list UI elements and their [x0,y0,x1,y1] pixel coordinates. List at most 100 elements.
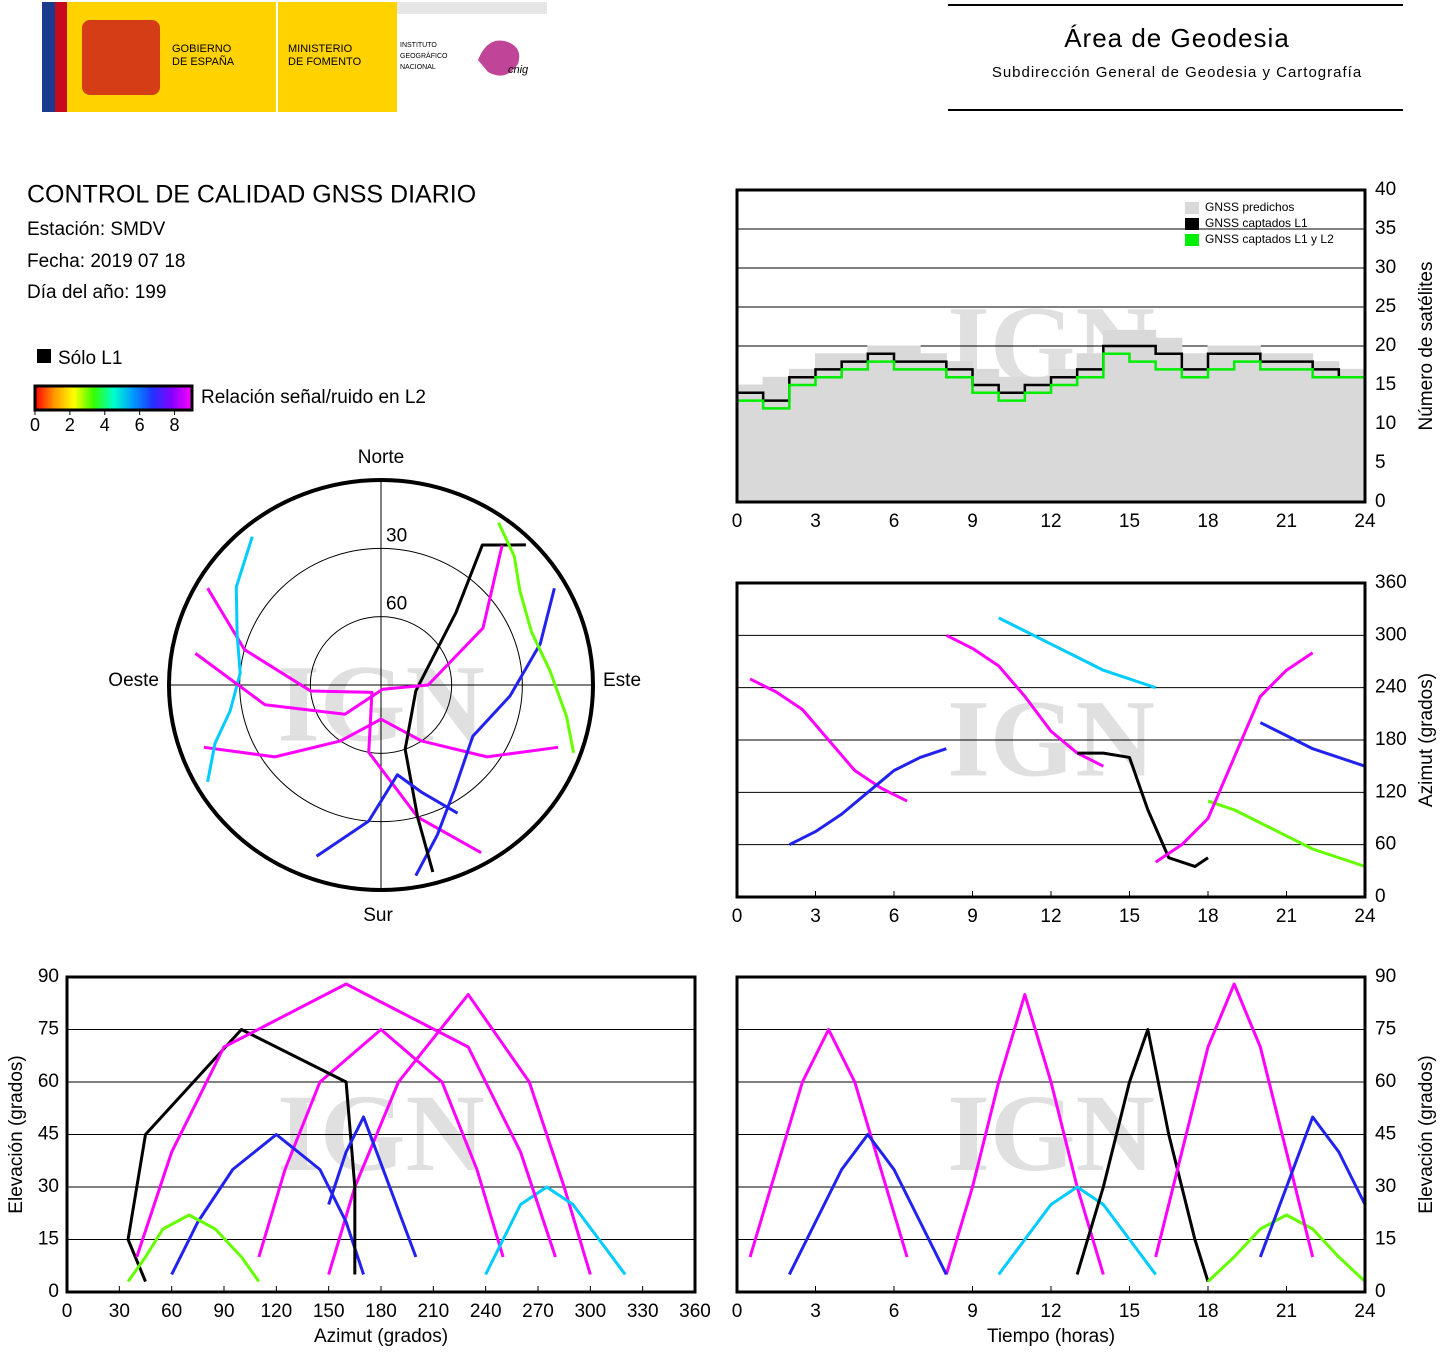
snr-label: Relación señal/ruido en L2 [201,387,426,408]
x-tick-label: 120 [260,1301,292,1322]
l1-only-label: Sólo L1 [58,348,122,369]
y-tick-label: 180 [1375,729,1407,750]
x-tick-label: 3 [810,906,821,927]
y-tick-label: 75 [38,1019,59,1040]
compass-label: Norte [358,447,404,468]
snr-tick-label: 6 [135,415,145,435]
y-tick-label: 15 [1375,1229,1396,1250]
x-tick-label: 18 [1197,1301,1218,1322]
y-tick-label: 20 [1375,335,1396,356]
x-tick-label: 0 [732,906,743,927]
coat-of-arms [82,20,160,95]
x-tick-label: 21 [1276,511,1297,532]
watermark: IGN [277,1072,485,1194]
report-info: CONTROL DE CALIDAD GNSS DIARIO Estación:… [27,181,476,412]
satellite-track [788,747,947,847]
skyplot-track [414,587,556,877]
y-axis-title: Elevación (grados) [6,1055,27,1213]
y-tick-label: 45 [1375,1124,1396,1145]
logo-block: GOBIERNO DE ESPAÑA MINISTERIO DE FOMENTO… [42,2,547,112]
y-tick-label: 60 [1375,834,1396,855]
x-tick-label: 18 [1197,511,1218,532]
y-tick-label: 0 [1375,491,1386,512]
y-tick-label: 10 [1375,413,1396,434]
x-tick-label: 9 [967,906,978,927]
chart: IGN 0 60 120 180 240 300 360 0 3 6 9 12 15 18 21 24 Azimu… [732,572,1437,927]
y-tick-label: 0 [1375,886,1386,907]
x-tick-label: 6 [889,1301,900,1322]
day-of-year: Día del año: 199 [27,282,166,303]
satellite-track [1258,1115,1367,1258]
x-tick-label: 240 [470,1301,502,1322]
x-tick-label: 0 [732,511,743,532]
x-tick-label: 3 [810,1301,821,1322]
legend-swatch [1185,234,1199,246]
x-tick-label: 330 [627,1301,659,1322]
skyplot-track [206,536,254,783]
skyplot-track [497,522,576,754]
y-tick-label: 0 [48,1281,59,1302]
chart: IGN 0 15 30 45 60 75 90 0 30 60 90 120 150 180 210 240 27… [6,966,711,1347]
y-tick-label: 90 [38,966,59,987]
satellite-track [135,982,557,1258]
satellite-track [126,1028,357,1283]
skyplot-track [194,545,504,716]
y-tick-label: 0 [1375,1281,1386,1302]
x-tick-label: 24 [1354,906,1376,927]
instituto-line: NACIONAL [400,64,436,71]
l1-only-swatch [37,349,51,363]
x-tick-label: 15 [1119,511,1140,532]
watermark: IGN [947,677,1155,799]
x-tick-label: 12 [1040,906,1061,927]
y-tick-label: 25 [1375,296,1396,317]
y-tick-label: 60 [1375,1071,1396,1092]
logo-flag-red [55,2,67,112]
x-tick-label: 9 [967,1301,978,1322]
satellite-track [787,1133,948,1276]
ign-bar [397,2,547,14]
y-tick-label: 30 [1375,257,1396,278]
satellite-track [749,677,908,803]
x-tick-label: 15 [1119,906,1140,927]
x-tick-label: 21 [1276,906,1297,927]
y-axis-title: Elevación (grados) [1416,1055,1437,1213]
snr-tick-label: 2 [65,415,75,435]
x-tick-label: 24 [1354,511,1376,532]
y-tick-label: 120 [1375,781,1407,802]
x-tick-label: 21 [1276,1301,1297,1322]
x-tick-label: 9 [967,511,978,532]
x-tick-label: 90 [213,1301,234,1322]
x-tick-label: 12 [1040,511,1061,532]
gobierno-line: GOBIERNO [172,43,232,55]
ministerio-line: DE FOMENTO [288,56,362,68]
y-tick-label: 5 [1375,452,1386,473]
y-axis-title: Número de satélites [1416,262,1437,431]
x-tick-label: 30 [109,1301,130,1322]
station: Estación: SMDV [27,219,166,240]
y-tick-label: 30 [38,1176,59,1197]
satellite-track [327,1115,418,1258]
elevation-ring-label: 60 [386,594,407,615]
legend-swatch [1185,218,1199,230]
snr-tick-label: 0 [30,415,40,435]
y-tick-label: 40 [1375,179,1396,200]
x-tick-label: 6 [889,511,900,532]
satellite-track [257,1028,505,1258]
area-title: Área de Geodesia [1064,23,1290,53]
y-tick-label: 60 [38,1071,59,1092]
satellite-track [126,1213,261,1283]
x-tick-label: 300 [574,1301,606,1322]
x-axis-title: Azimut (grados) [314,1326,448,1347]
y-tick-label: 15 [1375,374,1396,395]
snr-colorbar [33,384,194,412]
y-tick-label: 30 [1375,1176,1396,1197]
logo-divider [276,2,278,112]
y-tick-label: 75 [1375,1019,1396,1040]
ign-background [397,2,547,112]
legend-swatch [1185,202,1199,214]
x-tick-label: 3 [810,511,821,532]
compass-label: Sur [363,905,393,926]
